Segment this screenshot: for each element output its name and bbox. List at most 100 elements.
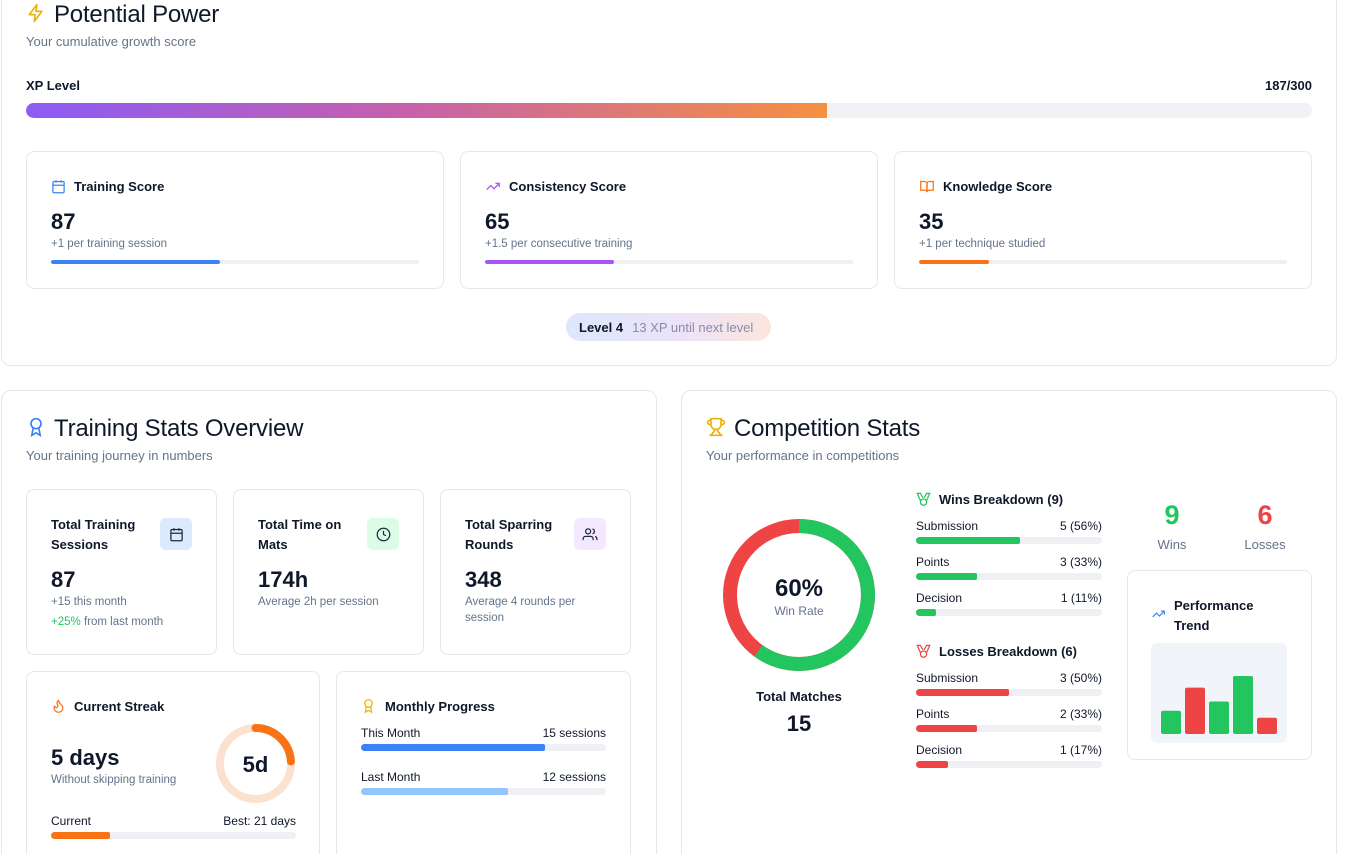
- win-medal-icon: [916, 492, 931, 506]
- last-month-bar: [361, 788, 606, 795]
- users-icon: [582, 527, 598, 540]
- total-sessions-value: 87: [51, 567, 76, 592]
- potential-subtitle: Your cumulative growth score: [26, 34, 197, 49]
- book-open-icon: [920, 180, 934, 193]
- sparring-value: 348: [465, 567, 502, 592]
- growth-percent: +25%: [51, 616, 81, 628]
- sparring-note-2: session: [465, 612, 504, 624]
- total-sessions-growth: +25% from last month: [51, 616, 163, 628]
- wins-decision-fill: [916, 609, 937, 616]
- total-sessions-label-1: Total Training: [51, 517, 136, 532]
- wins-points-label: Points: [916, 555, 950, 569]
- trend-title-2: Trend: [1174, 618, 1210, 633]
- competition-subtitle: Your performance in competitions: [706, 448, 900, 463]
- trend-bar-2: [1185, 687, 1205, 734]
- losses-submission-bar: [916, 689, 1102, 696]
- trophy-icon: [706, 417, 726, 437]
- consistency-score-fill: [485, 260, 614, 264]
- consistency-score-card: [460, 151, 878, 289]
- losses-decision-label: Decision: [916, 743, 963, 757]
- current-streak-card: [26, 671, 320, 854]
- xp-progress-bar: [26, 103, 1312, 118]
- training-score-value: 87: [51, 209, 76, 234]
- training-score-fill: [51, 260, 221, 264]
- knowledge-score-card: [894, 151, 1312, 289]
- losses-points-value: 2 (33%): [1059, 707, 1102, 721]
- this-month-label: This Month: [361, 726, 421, 740]
- wins-points-value: 3 (33%): [1059, 555, 1102, 569]
- losses-submission-fill: [916, 689, 1009, 696]
- wins-submission-label: Submission: [916, 519, 979, 533]
- xp-progress-fill: [26, 103, 828, 118]
- calendar-icon: [169, 527, 183, 541]
- loss-medal-icon: [916, 644, 931, 658]
- streak-ring-label: 5d: [242, 752, 269, 777]
- trend-bar-3: [1209, 701, 1229, 734]
- losses-decision-value: 1 (17%): [1059, 743, 1102, 757]
- sparring-rounds-card: [440, 489, 631, 655]
- training-score-label: Training Score: [74, 179, 165, 194]
- this-month-value: 15 sessions: [542, 726, 606, 740]
- consistency-score-note: +1.5 per consecutive training: [485, 238, 633, 250]
- knowledge-score-bar: [919, 260, 1287, 264]
- xp-value: 187/300: [1265, 78, 1312, 93]
- lightning-icon: [28, 3, 43, 23]
- total-matches-value: 15: [786, 711, 812, 736]
- last-month-value: 12 sessions: [542, 770, 606, 784]
- streak-progress-fill: [51, 832, 110, 839]
- total-matches-label: Total Matches: [756, 689, 842, 704]
- streak-ring: [216, 724, 295, 803]
- last-month-label: Last Month: [361, 770, 421, 784]
- this-month-fill: [361, 744, 545, 751]
- consistency-score-label: Consistency Score: [509, 179, 627, 194]
- sparring-note-1: Average 4 rounds per: [465, 596, 576, 608]
- consistency-score-value: 65: [485, 209, 510, 234]
- total-time-value: 174h: [258, 567, 309, 592]
- level-badge: Level 4 13 XP until next level: [566, 313, 771, 341]
- flame-icon: [53, 699, 64, 713]
- xp-label: XP Level: [26, 78, 80, 93]
- knowledge-score-fill: [919, 260, 989, 264]
- training-score-bar: [51, 260, 419, 264]
- wins-submission-fill: [916, 537, 1021, 544]
- losses-points-bar: [916, 725, 1102, 732]
- knowledge-score-note: +1 per technique studied: [919, 238, 1046, 250]
- wins-breakdown-title: Wins Breakdown (9): [939, 492, 1064, 507]
- wins-points-fill: [916, 573, 978, 580]
- losses-decision-bar: [916, 761, 1102, 768]
- monthly-progress-card: [336, 671, 631, 854]
- growth-note: from last month: [83, 616, 164, 628]
- total-sessions-card: [26, 489, 217, 655]
- award-icon: [30, 417, 42, 437]
- losses-count-label: Losses: [1244, 537, 1286, 552]
- win-rate-win-arc: [723, 519, 875, 671]
- wins-decision-label: Decision: [916, 591, 963, 605]
- potential-title: Potential Power: [54, 1, 220, 28]
- time-icon-box: [367, 518, 399, 550]
- knowledge-score-value: 35: [919, 209, 944, 234]
- total-time-card: [233, 489, 424, 655]
- competition-title: Competition Stats: [734, 415, 921, 442]
- training-score-note: +1 per training session: [51, 238, 168, 250]
- level-label: Level 4: [579, 319, 624, 335]
- losses-submission-value: 3 (50%): [1059, 671, 1102, 685]
- streak-note: Without skipping training: [51, 774, 177, 786]
- trend-bar-5: [1257, 717, 1277, 734]
- trending-up-icon: [486, 182, 500, 191]
- sparring-icon-box: [574, 518, 606, 550]
- sparring-label-1: Total Sparring: [465, 517, 553, 532]
- wins-count: 9: [1164, 500, 1180, 530]
- losses-decision-fill: [916, 761, 948, 768]
- streak-value: 5 days: [51, 745, 120, 770]
- calendar-icon: [52, 180, 65, 194]
- consistency-score-bar: [485, 260, 853, 264]
- this-month-bar: [361, 744, 606, 751]
- monthly-title: Monthly Progress: [385, 699, 495, 714]
- performance-trend-chart: [1151, 643, 1287, 743]
- wins-points-bar: [916, 573, 1102, 580]
- knowledge-score-label: Knowledge Score: [943, 179, 1053, 194]
- losses-points-fill: [916, 725, 978, 732]
- medal-icon: [364, 699, 373, 714]
- wins-decision-value: 1 (11%): [1060, 591, 1102, 605]
- wins-submission-bar: [916, 537, 1102, 544]
